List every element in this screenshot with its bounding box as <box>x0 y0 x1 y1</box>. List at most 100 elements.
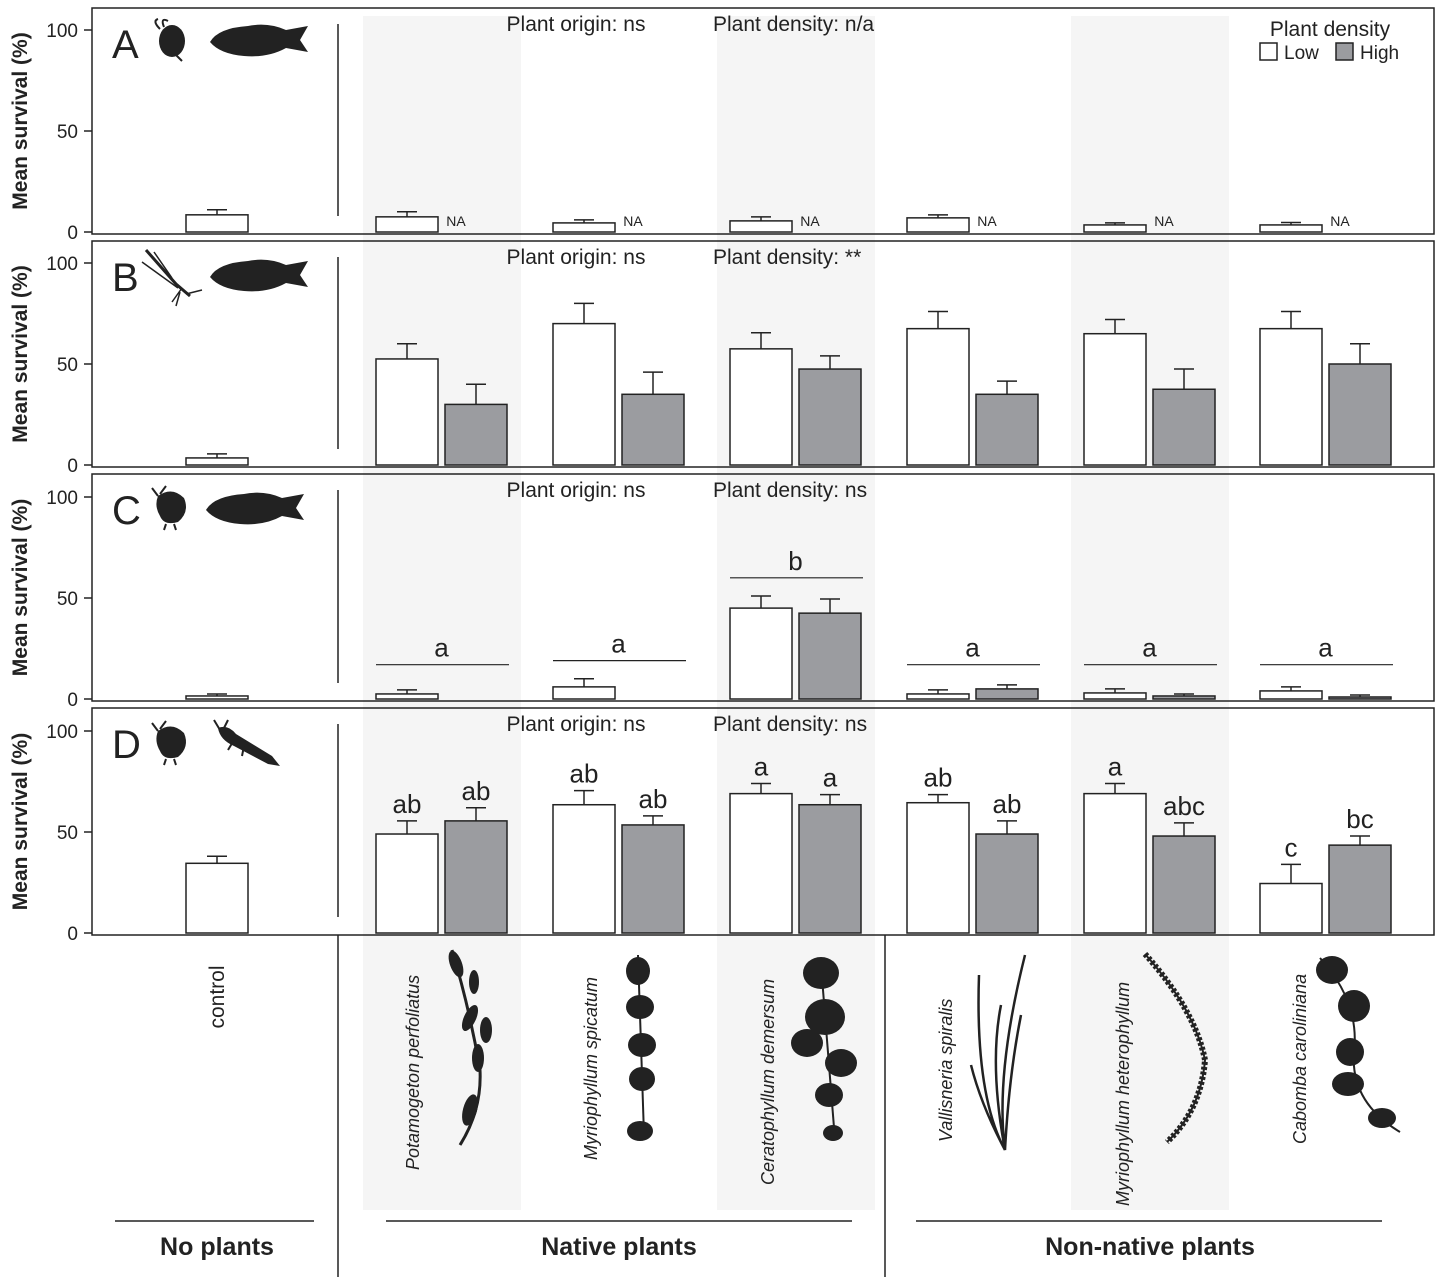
sig-letter-low: ab <box>924 763 953 793</box>
y-axis-label: Mean survival (%) <box>9 265 32 442</box>
species-label: Myriophyllum spicatum <box>581 977 601 1160</box>
stat-plant-origin: Plant origin: ns <box>507 246 646 269</box>
legend: Plant density Low High <box>1259 18 1399 64</box>
panel-b: 0 50 100 Mean survival (%) B Plant origin: ns… <box>9 240 1435 477</box>
sig-group-letter: a <box>965 633 980 663</box>
bar-high <box>798 612 862 700</box>
na-label: NA <box>446 213 466 229</box>
species-label: Myriophyllum heterophyllum <box>1113 982 1133 1206</box>
control-label: control <box>206 965 229 1028</box>
species-label: Vallisneria spiralis <box>936 999 956 1142</box>
group-label-native: Native plants <box>541 1233 697 1261</box>
sig-letter-low: a <box>754 752 769 782</box>
bar-high <box>1328 696 1392 700</box>
y-tick-label: 50 <box>57 589 78 610</box>
damselfly-nymph-icon <box>141 249 203 307</box>
bar-high <box>1328 844 1392 934</box>
sig-group-letter: a <box>1318 633 1333 663</box>
sig-group-letter: a <box>434 633 449 663</box>
myriophyllum-spicatum-silhouette <box>626 954 656 1141</box>
bar-low <box>729 792 793 934</box>
na-label: NA <box>800 213 820 229</box>
potamogeton-silhouette <box>448 949 492 1146</box>
panel-letter: D <box>112 723 141 767</box>
panels: 0 50 100 Mean survival (%) A Plant origin: ns… <box>9 7 1435 945</box>
sig-letter-high: abc <box>1163 791 1205 821</box>
bar-high <box>444 403 508 466</box>
cabomba-silhouette <box>1316 956 1401 1133</box>
y-tick-label: 100 <box>46 722 78 743</box>
legend-label-high: High <box>1360 43 1399 64</box>
panel-frame <box>91 707 1435 936</box>
bar-control <box>185 695 249 700</box>
sig-letter-low: ab <box>393 789 422 819</box>
y-tick-label: 50 <box>57 355 78 376</box>
bar-low <box>1083 224 1147 233</box>
y-axis-label: Mean survival (%) <box>9 733 32 910</box>
sig-letter-low: ab <box>570 759 599 789</box>
na-label: NA <box>1330 213 1350 229</box>
panel-frame <box>91 240 1435 468</box>
panel-a: 0 50 100 Mean survival (%) A Plant origin: ns… <box>9 7 1435 244</box>
bar-low <box>552 322 616 466</box>
bar-high <box>621 393 685 466</box>
bar-high <box>621 824 685 934</box>
sig-letter-high: bc <box>1346 804 1373 834</box>
bar-low <box>729 607 793 700</box>
sig-letter-high: ab <box>462 776 491 806</box>
y-tick-label: 0 <box>67 456 78 477</box>
y-tick-label: 0 <box>67 223 78 244</box>
stat-plant-density: Plant density: ** <box>713 246 861 269</box>
myriophyllum-heterophyllum-silhouette <box>1142 952 1209 1145</box>
y-tick-label: 100 <box>46 21 78 42</box>
bar-low <box>906 217 970 233</box>
bar-high <box>1152 695 1216 700</box>
bar-low <box>1259 882 1323 934</box>
species-background-shading <box>363 16 1229 1210</box>
sig-letter-high: a <box>823 763 838 793</box>
bar-high <box>1152 835 1216 934</box>
sig-group-letter: a <box>611 629 626 659</box>
bar-low <box>375 833 439 934</box>
bar-high <box>798 803 862 934</box>
legend-swatch-high <box>1335 42 1354 61</box>
legend-title: Plant density <box>1270 18 1391 41</box>
panel-frame <box>91 473 1435 702</box>
daphnia-icon <box>154 18 185 62</box>
bar-high <box>1152 388 1216 466</box>
species-shade-5 <box>1071 16 1229 1210</box>
bar-low <box>375 358 439 466</box>
bar-high <box>798 368 862 466</box>
species-label: Cabomba caroliniana <box>1290 974 1310 1144</box>
bar-high <box>975 393 1039 466</box>
bar-low <box>906 801 970 934</box>
na-label: NA <box>623 213 643 229</box>
amphipod-icon <box>151 720 186 766</box>
y-tick-label: 50 <box>57 122 78 143</box>
panel-frame <box>91 7 1435 235</box>
bar-low <box>375 693 439 700</box>
bar-low <box>1259 224 1323 233</box>
stat-plant-density: Plant density: ns <box>713 713 867 736</box>
bar-high <box>975 833 1039 934</box>
panel-a-icons <box>154 18 308 62</box>
fish-icon <box>206 492 304 525</box>
panel-d: 0 50 100 Mean survival (%) D Plant origin: ns… <box>9 707 1435 945</box>
y-tick-label: 0 <box>67 924 78 945</box>
y-axis-label: Mean survival (%) <box>9 499 32 676</box>
panel-letter: A <box>112 23 139 67</box>
bar-low <box>906 327 970 466</box>
bar-control <box>185 457 249 466</box>
sig-group-letter: a <box>1142 633 1157 663</box>
species-shade-1 <box>363 16 521 1210</box>
y-tick-label: 100 <box>46 254 78 275</box>
bar-low <box>1259 690 1323 700</box>
fish-icon <box>210 24 308 57</box>
y-tick-label: 100 <box>46 488 78 509</box>
group-label-no-plants: No plants <box>160 1233 274 1261</box>
stat-plant-density: Plant density: n/a <box>713 13 874 36</box>
stat-plant-density: Plant density: ns <box>713 479 867 502</box>
fish-icon <box>210 259 308 292</box>
panel-d-icons <box>151 719 280 766</box>
